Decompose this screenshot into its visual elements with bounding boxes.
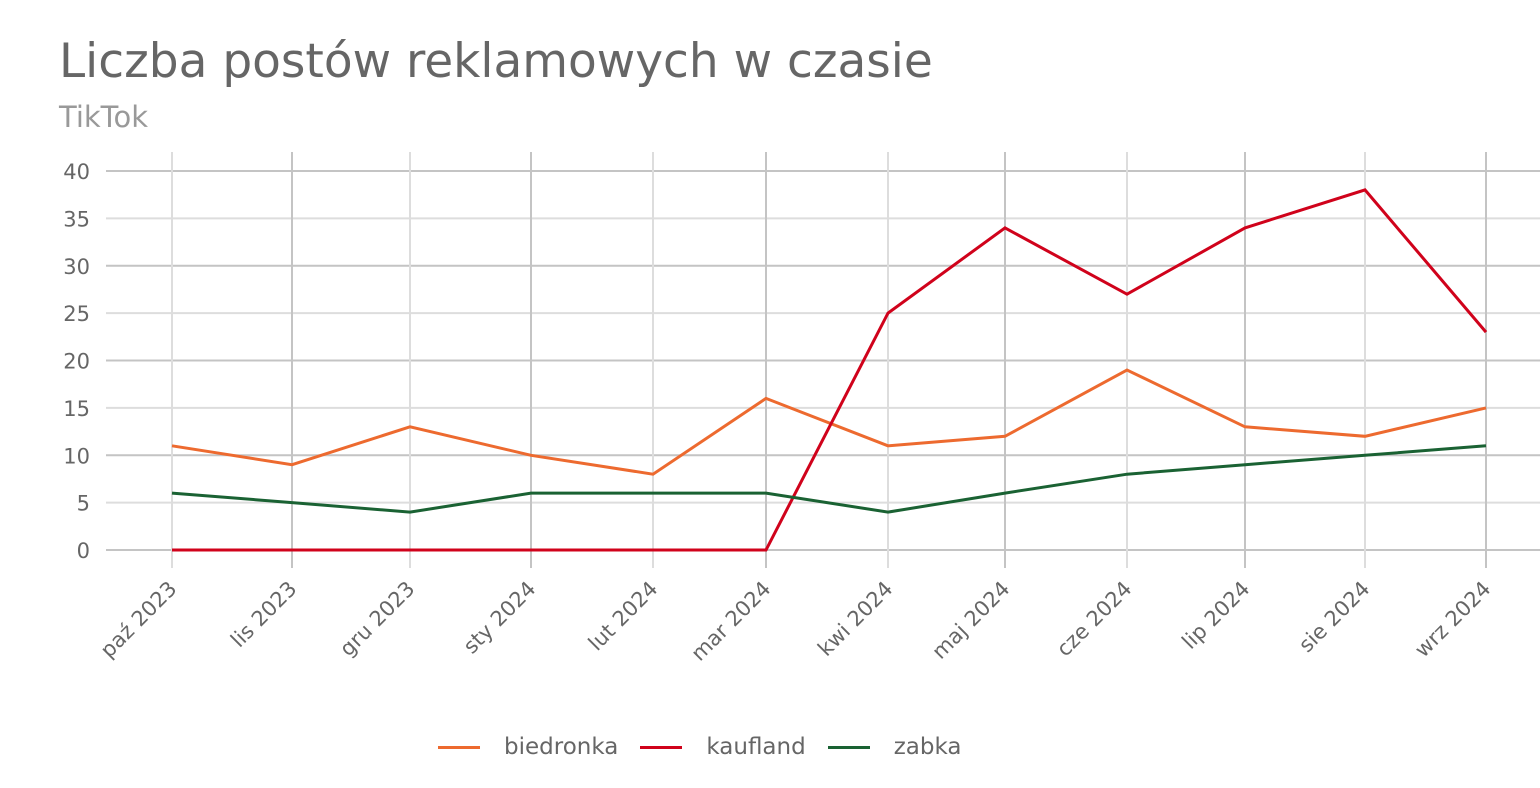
x-tick-label: lut 2024 (584, 577, 663, 656)
x-axis: paź 2023 lis 2023 gru 2023 sty 2024 lut 2024… (96, 577, 1496, 666)
x-tick-label: sty 2024 (459, 577, 541, 659)
legend-label-zabka: zabka (893, 734, 962, 760)
x-tick-label: mar 2024 (686, 577, 775, 666)
x-tick-label: cze 2024 (1052, 577, 1137, 662)
y-tick-label: 20 (63, 350, 90, 374)
x-tick-label: lip 2024 (1177, 577, 1254, 654)
x-tick-label: wrz 2024 (1410, 577, 1496, 663)
series-lines (171, 188, 1488, 552)
series-line-biedronka (171, 368, 1487, 476)
chart-title: Liczba postów reklamowych w czasie (59, 34, 933, 89)
x-tick-label: kwi 2024 (813, 577, 897, 661)
legend-swatch-zabka (827, 745, 870, 749)
legend-swatch-kaufland (640, 745, 683, 749)
x-tick-label: gru 2023 (335, 577, 419, 661)
legend: biedronka kaufland zabka (438, 732, 984, 762)
legend-label-kaufland: kaufland (706, 734, 806, 760)
x-tick-label: paź 2023 (96, 577, 182, 663)
y-tick-label: 10 (63, 444, 90, 468)
y-tick-label: 40 (63, 160, 90, 184)
x-tick-label: maj 2024 (927, 577, 1014, 664)
line-chart: 0 5 10 15 20 25 30 35 40 paź 2023 lis 2023 gru 202… (63, 152, 1540, 666)
series-line-kaufland (172, 188, 1488, 552)
grid-lines (106, 152, 1540, 568)
y-tick-label: 15 (63, 397, 90, 421)
y-axis: 0 5 10 15 20 25 30 35 40 (63, 160, 90, 563)
x-tick-label: sie 2024 (1294, 577, 1374, 657)
y-tick-label: 5 (77, 492, 90, 516)
y-tick-label: 0 (77, 539, 90, 563)
series-line-zabka (171, 444, 1487, 514)
legend-label-biedronka: biedronka (504, 734, 619, 760)
y-tick-label: 25 (63, 302, 90, 326)
chart-subtitle: TikTok (59, 100, 148, 134)
x-tick-label: lis 2023 (226, 577, 301, 652)
legend-item-zabka[interactable]: zabka (827, 734, 962, 760)
legend-item-biedronka[interactable]: biedronka (438, 734, 618, 760)
y-tick-label: 30 (63, 255, 90, 279)
legend-item-kaufland[interactable]: kaufland (640, 734, 806, 760)
legend-swatch-biedronka (438, 745, 480, 749)
y-tick-label: 35 (63, 207, 90, 231)
